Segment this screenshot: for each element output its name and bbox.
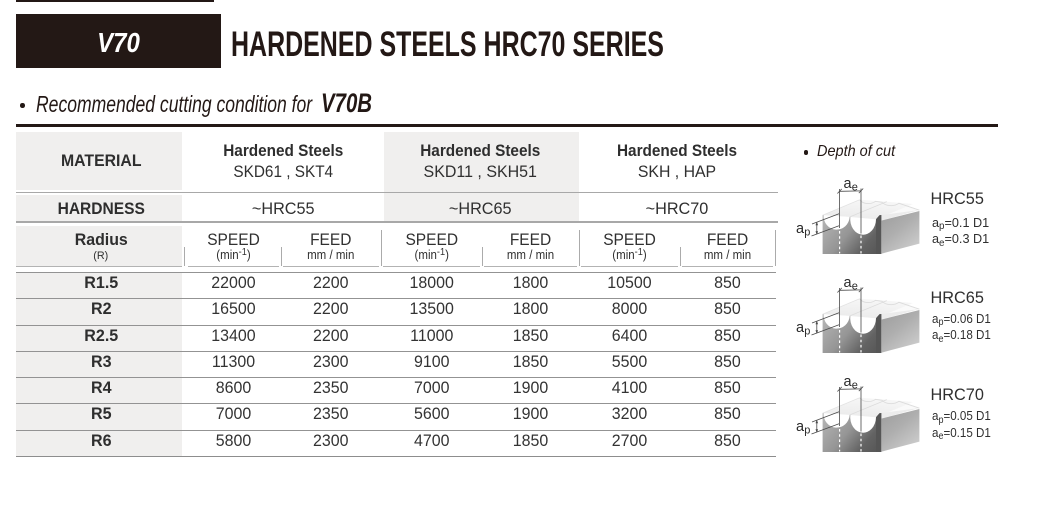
svg-text:e: e bbox=[852, 380, 858, 392]
svg-text:p: p bbox=[804, 325, 810, 337]
svg-text:a: a bbox=[796, 320, 805, 336]
svg-text:a: a bbox=[796, 419, 805, 435]
svg-text:p: p bbox=[804, 226, 810, 238]
svg-text:e: e bbox=[852, 182, 858, 194]
svg-text:a: a bbox=[844, 275, 853, 291]
svg-text:a: a bbox=[844, 374, 853, 390]
svg-text:a: a bbox=[844, 176, 853, 192]
svg-text:e: e bbox=[852, 281, 858, 293]
svg-text:p: p bbox=[804, 424, 810, 436]
svg-text:a: a bbox=[796, 221, 805, 237]
